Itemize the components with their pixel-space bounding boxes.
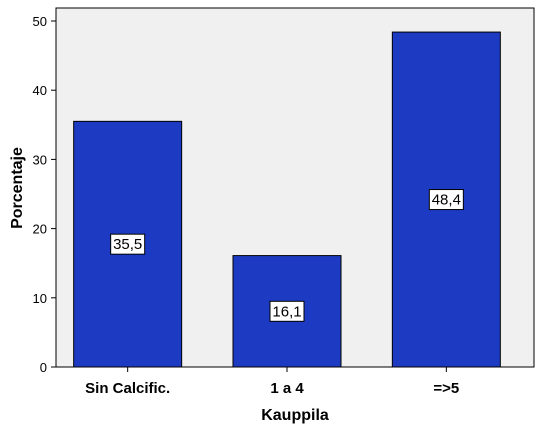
x-axis-title: Kauppila (261, 407, 329, 424)
x-axis: Sin Calcific. 1 a 4 =>5 (85, 367, 459, 397)
data-label: 35,5 (113, 236, 142, 253)
y-tick-label: 40 (33, 83, 47, 98)
data-label: 16,1 (272, 303, 301, 320)
bars-group: 35,5 16,1 48,4 (73, 31, 501, 368)
data-label: 48,4 (432, 192, 461, 209)
x-tick-label: Sin Calcific. (85, 380, 170, 397)
y-tick-label: 30 (33, 152, 47, 167)
data-label-box (428, 189, 464, 211)
y-tick-label: 0 (40, 360, 47, 375)
x-tick-label: 1 a 4 (270, 380, 304, 397)
y-tick-label: 50 (33, 14, 47, 29)
y-axis: 0 10 20 30 40 50 (33, 14, 56, 375)
y-axis-title: Porcentaje (9, 147, 26, 229)
x-tick-label: =>5 (433, 380, 459, 397)
data-label-box (269, 300, 305, 322)
y-tick-label: 10 (33, 291, 47, 306)
data-label-box (110, 233, 146, 255)
y-tick-label: 20 (33, 222, 47, 237)
